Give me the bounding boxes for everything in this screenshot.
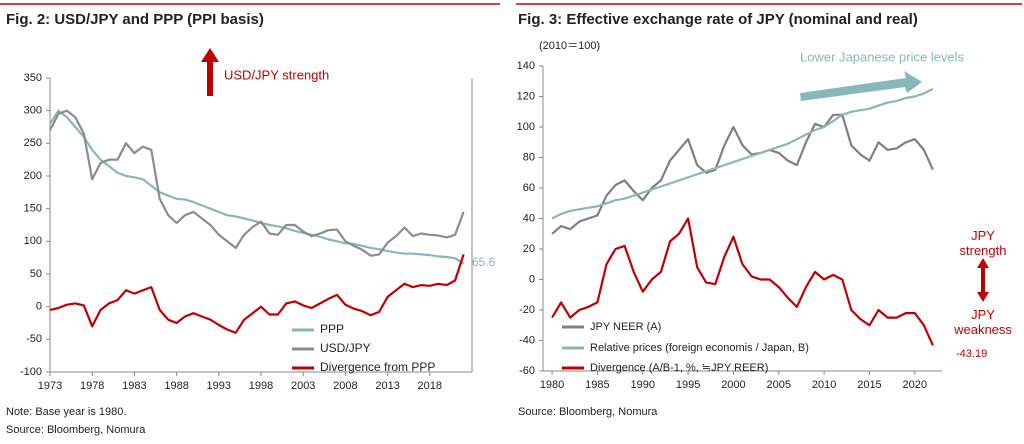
chart-title: Fig. 2: USD/JPY and PPP (PPI basis) [6, 11, 264, 28]
y-tick-label: 350 [24, 72, 42, 84]
y-tick-label: 80 [523, 151, 535, 163]
x-tick-label: 1993 [207, 380, 231, 392]
annotation: -43.19 [956, 348, 987, 360]
series-line [551, 113, 934, 235]
y-tick-label: 250 [24, 137, 42, 149]
legend-label: Relative prices (foreign economis / Japa… [590, 342, 809, 354]
y-tick-label: 0 [529, 273, 535, 285]
subtitle: (2010＝100) [539, 40, 600, 52]
y-tick-label: 50 [30, 268, 42, 280]
x-tick-label: 1978 [80, 380, 104, 392]
y-tick-label: -60 [519, 365, 535, 377]
y-tick-label: 20 [523, 243, 535, 255]
annotation: 65.6 [472, 255, 496, 269]
note: Source: Bloomberg, Nomura [518, 406, 658, 418]
x-tick-label: 2018 [418, 380, 442, 392]
note: Source: Bloomberg, Nomura [6, 424, 146, 436]
x-tick-label: 2003 [291, 380, 315, 392]
y-tick-label: 140 [517, 60, 535, 72]
y-tick-label: 0 [36, 301, 42, 313]
y-tick-label: 200 [24, 170, 42, 182]
y-tick-label: -20 [519, 304, 535, 316]
series-line [49, 109, 465, 257]
y-tick-label: 60 [523, 182, 535, 194]
y-tick-label: 40 [523, 212, 535, 224]
chart-title: Fig. 3: Effective exchange rate of JPY (… [518, 11, 918, 28]
x-tick-label: 1973 [38, 380, 62, 392]
y-tick-label: -50 [26, 333, 42, 345]
legend-label: PPP [320, 322, 344, 336]
price-arrow [800, 71, 922, 101]
series-line [551, 87, 934, 220]
x-tick-label: 2005 [767, 379, 791, 391]
x-tick-label: 1983 [122, 380, 146, 392]
series-line [49, 254, 465, 334]
x-tick-label: 1990 [631, 379, 655, 391]
y-tick-label: 300 [24, 105, 42, 117]
y-tick-label: 150 [24, 203, 42, 215]
annotation: JPY weakness [954, 307, 1012, 337]
y-tick-label: 100 [24, 235, 42, 247]
x-tick-label: 1995 [676, 379, 700, 391]
y-tick-label: 100 [517, 121, 535, 133]
y-tick-label: -40 [519, 334, 535, 346]
y-tick-label: 120 [517, 90, 535, 102]
x-tick-label: 1988 [164, 380, 188, 392]
x-tick-label: 1998 [249, 380, 273, 392]
legend-label: JPY NEER (A) [590, 321, 661, 333]
legend-label: USD/JPY [320, 341, 371, 355]
y-tick-label: -100 [20, 366, 42, 378]
x-tick-label: 2000 [721, 379, 745, 391]
x-tick-label: 1985 [585, 379, 609, 391]
annotation: USD/JPY strength [224, 67, 329, 82]
x-tick-label: 2020 [903, 379, 927, 391]
strength-weakness-arrow [977, 258, 989, 302]
note: Note: Base year is 1980. [6, 406, 126, 418]
x-tick-label: 2013 [375, 380, 399, 392]
series-line [551, 217, 934, 346]
x-tick-label: 1980 [540, 379, 564, 391]
x-tick-label: 2010 [812, 379, 836, 391]
strength-arrow [201, 48, 219, 96]
legend-label: Divergence from PPP [320, 360, 435, 374]
annotation: JPY strength [959, 228, 1007, 258]
series-line [49, 109, 465, 265]
legend-label: Divergence (A/B-1, %, ≒JPY REER) [590, 362, 768, 374]
annotation: Lower Japanese price levels [800, 49, 965, 64]
x-tick-label: 2008 [333, 380, 357, 392]
x-tick-label: 2015 [857, 379, 881, 391]
